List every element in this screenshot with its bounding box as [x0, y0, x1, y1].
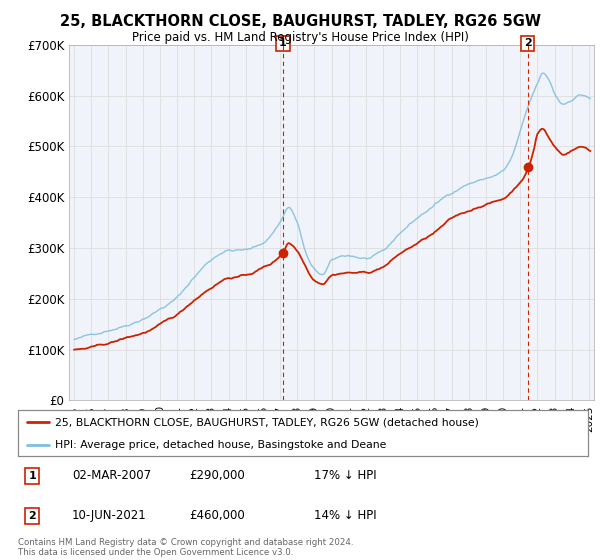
Text: 2: 2 — [28, 511, 36, 521]
Text: 1: 1 — [279, 38, 287, 48]
Text: £460,000: £460,000 — [189, 510, 245, 522]
Text: 2: 2 — [524, 38, 532, 48]
Text: 25, BLACKTHORN CLOSE, BAUGHURST, TADLEY, RG26 5GW (detached house): 25, BLACKTHORN CLOSE, BAUGHURST, TADLEY,… — [55, 417, 479, 427]
Text: £290,000: £290,000 — [189, 469, 245, 482]
Text: 14% ↓ HPI: 14% ↓ HPI — [314, 510, 377, 522]
Text: Price paid vs. HM Land Registry's House Price Index (HPI): Price paid vs. HM Land Registry's House … — [131, 31, 469, 44]
Text: 1: 1 — [28, 471, 36, 481]
Text: 25, BLACKTHORN CLOSE, BAUGHURST, TADLEY, RG26 5GW: 25, BLACKTHORN CLOSE, BAUGHURST, TADLEY,… — [59, 14, 541, 29]
Text: Contains HM Land Registry data © Crown copyright and database right 2024.
This d: Contains HM Land Registry data © Crown c… — [18, 538, 353, 557]
Text: 02-MAR-2007: 02-MAR-2007 — [72, 469, 151, 482]
Text: HPI: Average price, detached house, Basingstoke and Deane: HPI: Average price, detached house, Basi… — [55, 440, 386, 450]
Text: 10-JUN-2021: 10-JUN-2021 — [72, 510, 147, 522]
Text: 17% ↓ HPI: 17% ↓ HPI — [314, 469, 377, 482]
